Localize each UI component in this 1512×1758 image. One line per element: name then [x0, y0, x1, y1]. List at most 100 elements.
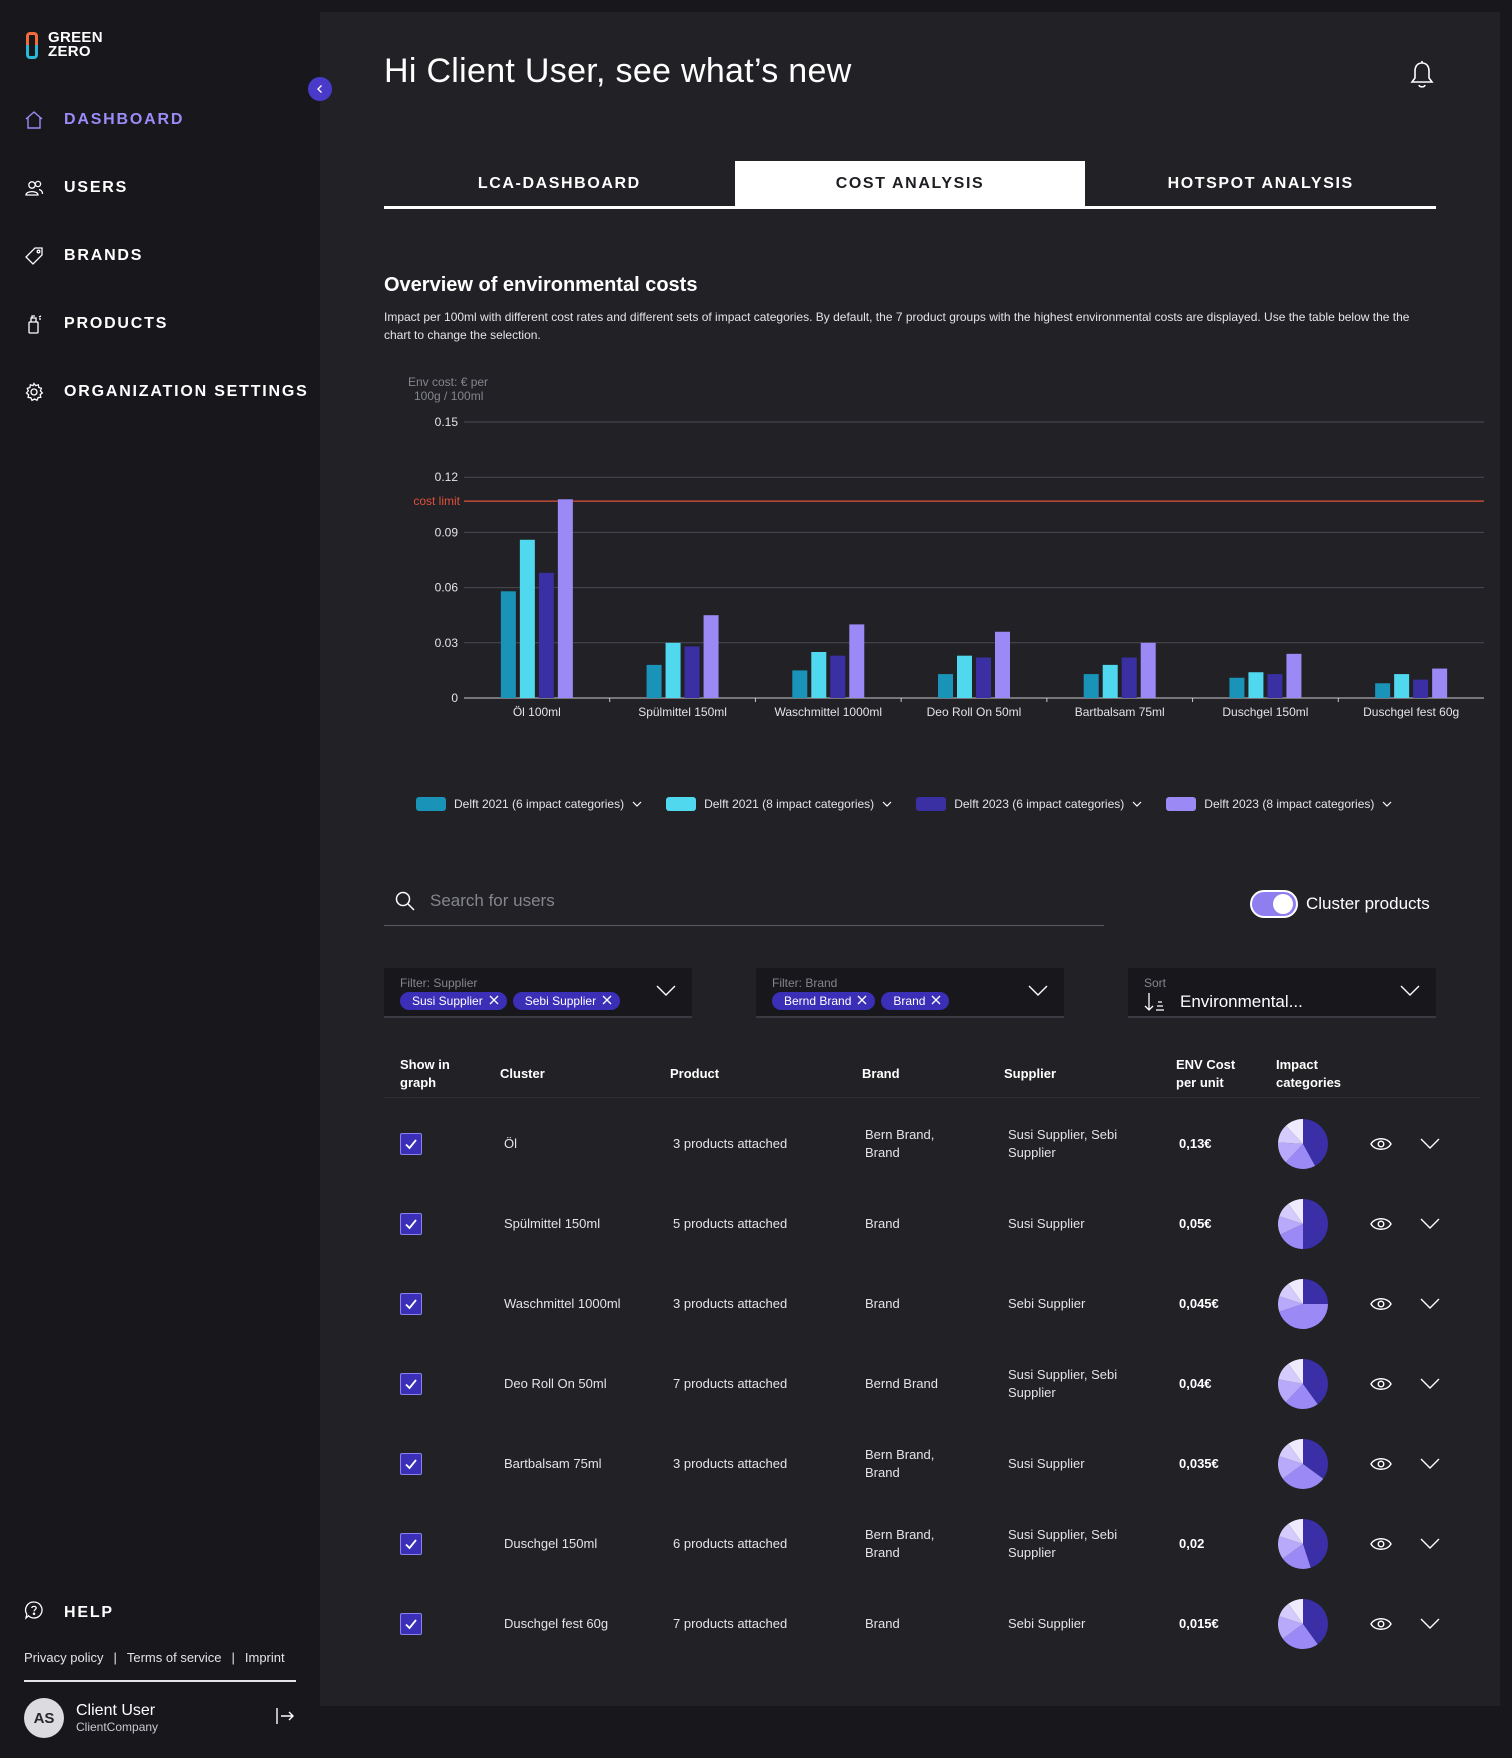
supplier-filter[interactable]: Filter: Supplier Susi Supplier Sebi Supp…: [384, 968, 692, 1018]
pie-slice: [1278, 1142, 1303, 1163]
pie-slice: [1288, 1279, 1303, 1304]
sidebar-item-brands[interactable]: BRANDS: [0, 222, 320, 290]
impact-pie[interactable]: [1276, 1117, 1330, 1171]
eye-icon[interactable]: [1370, 1344, 1392, 1424]
pie-slice: [1303, 1439, 1328, 1479]
sidebar-item-organization-settings[interactable]: ORGANIZATION SETTINGS: [0, 358, 320, 426]
terms-of-service-link[interactable]: Terms of service: [126, 1650, 222, 1665]
brand-filter[interactable]: Filter: Brand Bernd Brand Brand: [756, 968, 1064, 1018]
impact-pie[interactable]: [1276, 1437, 1330, 1491]
privacy-policy-link[interactable]: Privacy policy: [24, 1650, 104, 1665]
tab-hotspot-analysis[interactable]: HOTSPOT ANALYSIS: [1167, 174, 1354, 192]
legend-item[interactable]: Delft 2021 (6 impact categories): [416, 792, 642, 816]
chevron-down-icon[interactable]: [1420, 1504, 1440, 1584]
product-cell[interactable]: 7 products attached: [673, 1376, 788, 1391]
show-in-graph-checkbox[interactable]: [400, 1613, 422, 1635]
pie-slice: [1303, 1359, 1328, 1405]
header-impact-categories[interactable]: Impact categories: [1276, 1057, 1342, 1090]
env-cost-cell: 0,04€: [1179, 1376, 1212, 1391]
eye-icon[interactable]: [1370, 1104, 1392, 1184]
chevron-down-icon[interactable]: [1420, 1344, 1440, 1424]
chevron-down-icon[interactable]: [1420, 1184, 1440, 1264]
sort-select[interactable]: Sort Environmental...: [1128, 968, 1436, 1018]
product-cell[interactable]: 5 products attached: [673, 1216, 788, 1231]
impact-pie[interactable]: [1276, 1277, 1330, 1331]
eye-icon[interactable]: [1370, 1424, 1392, 1504]
collapse-sidebar-button[interactable]: [308, 77, 332, 101]
cluster-products-toggle[interactable]: [1250, 890, 1298, 918]
tab-lca-dashboard[interactable]: LCA-DASHBOARD: [477, 174, 641, 192]
chevron-down-icon[interactable]: [882, 799, 892, 809]
pie-slice: [1285, 1144, 1316, 1169]
sidebar-item-users[interactable]: USERS: [0, 154, 320, 222]
filter-chip[interactable]: Bernd Brand: [772, 992, 876, 1010]
impact-pie[interactable]: [1276, 1197, 1330, 1251]
pie-slice: [1282, 1624, 1318, 1649]
legal-links: Privacy policy | Terms of service | Impr…: [24, 1650, 285, 1665]
pie-slice: [1278, 1536, 1303, 1559]
chevron-down-icon[interactable]: [1382, 799, 1392, 809]
filter-chip[interactable]: Brand: [881, 992, 950, 1010]
show-in-graph-checkbox[interactable]: [400, 1373, 422, 1395]
legend-item[interactable]: Delft 2021 (8 impact categories): [666, 792, 892, 816]
show-in-graph-checkbox[interactable]: [400, 1533, 422, 1555]
header-show-in-graph[interactable]: Show in graph: [400, 1057, 450, 1090]
close-icon[interactable]: [489, 994, 499, 1008]
impact-pie[interactable]: [1276, 1517, 1330, 1571]
chevron-down-icon[interactable]: [1420, 1584, 1440, 1664]
logout-icon[interactable]: [274, 1705, 296, 1732]
chart-bar: [684, 646, 700, 698]
close-icon[interactable]: [931, 994, 941, 1008]
header-brand[interactable]: Brand: [862, 1066, 900, 1081]
chevron-down-icon[interactable]: [1132, 799, 1142, 809]
brand-cell: Bern Brand, Brand: [865, 1527, 935, 1560]
eye-icon[interactable]: [1370, 1504, 1392, 1584]
impact-pie[interactable]: [1276, 1357, 1330, 1411]
product-cell[interactable]: 3 products attached: [673, 1136, 788, 1151]
filter-chip[interactable]: Sebi Supplier: [512, 992, 621, 1010]
chevron-down-icon[interactable]: [1028, 984, 1048, 1002]
header-product[interactable]: Product: [670, 1066, 720, 1081]
close-icon[interactable]: [857, 994, 867, 1008]
impact-pie[interactable]: [1276, 1597, 1330, 1651]
eye-icon[interactable]: [1370, 1184, 1392, 1264]
legend-swatch: [916, 797, 947, 811]
product-cell[interactable]: 6 products attached: [673, 1536, 788, 1551]
chevron-down-icon[interactable]: [1420, 1424, 1440, 1504]
bell-icon[interactable]: [1408, 60, 1436, 90]
sidebar-item-products[interactable]: PRODUCTS: [0, 290, 320, 358]
legend-item[interactable]: Delft 2023 (6 impact categories): [916, 792, 1142, 816]
tab-cost-analysis[interactable]: COST ANALYSIS: [734, 161, 1086, 206]
show-in-graph-checkbox[interactable]: [400, 1133, 422, 1155]
chevron-down-icon[interactable]: [1420, 1264, 1440, 1344]
search-input[interactable]: [430, 890, 1030, 911]
cluster-cell: Bartbalsam 75ml: [504, 1456, 602, 1471]
y-tick-label: 0.09: [435, 525, 459, 539]
help-link[interactable]: HELP: [24, 1600, 114, 1625]
pie-slice: [1288, 1519, 1303, 1544]
chevron-down-icon[interactable]: [656, 984, 676, 1002]
product-cell[interactable]: 3 products attached: [673, 1296, 788, 1311]
eye-icon[interactable]: [1370, 1264, 1392, 1344]
chevron-down-icon[interactable]: [632, 799, 642, 809]
show-in-graph-checkbox[interactable]: [400, 1213, 422, 1235]
close-icon[interactable]: [602, 994, 612, 1008]
header-supplier[interactable]: Supplier: [1004, 1066, 1057, 1081]
show-in-graph-checkbox[interactable]: [400, 1453, 422, 1475]
imprint-link[interactable]: Imprint: [244, 1650, 285, 1665]
legend-item[interactable]: Delft 2023 (8 impact categories): [1166, 792, 1392, 816]
product-cell[interactable]: 7 products attached: [673, 1616, 788, 1631]
show-in-graph-checkbox[interactable]: [400, 1293, 422, 1315]
x-tick-label: Waschmittel 1000ml: [774, 705, 882, 719]
x-tick-label: Duschgel 150ml: [1222, 705, 1308, 719]
avatar[interactable]: AS: [24, 1698, 64, 1738]
chevron-down-icon[interactable]: [1400, 984, 1420, 1002]
header-env-cost[interactable]: ENV Cost per unit: [1176, 1057, 1236, 1090]
header-cluster[interactable]: Cluster: [500, 1066, 545, 1081]
logo[interactable]: GREEN ZERO: [24, 30, 103, 60]
chevron-down-icon[interactable]: [1420, 1104, 1440, 1184]
filter-chip[interactable]: Susi Supplier: [400, 992, 507, 1010]
product-cell[interactable]: 3 products attached: [673, 1456, 788, 1471]
sidebar-item-dashboard[interactable]: DASHBOARD: [0, 86, 320, 154]
eye-icon[interactable]: [1370, 1584, 1392, 1664]
